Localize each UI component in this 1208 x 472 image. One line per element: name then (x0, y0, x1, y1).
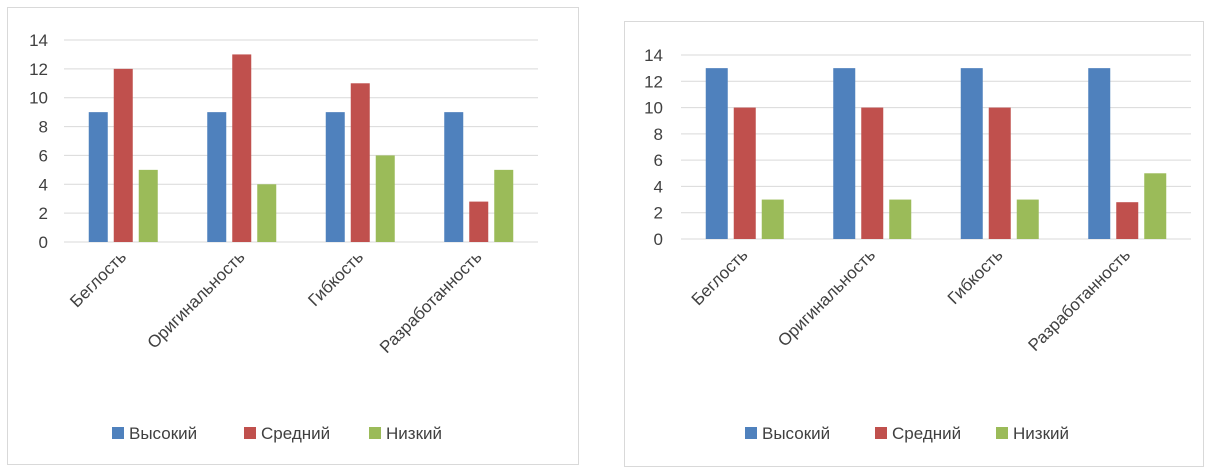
legend-label: Высокий (129, 424, 197, 443)
y-tick-label: 10 (29, 89, 48, 108)
bar-Высокий (207, 112, 227, 243)
x-tick-label: Гибкость (944, 245, 1007, 308)
bar-Средний (861, 107, 884, 239)
y-tick-label: 0 (654, 230, 663, 249)
bar-Низкий (1144, 173, 1167, 239)
x-tick-label: Разработанность (376, 247, 486, 357)
x-tick-label: Разработанность (1024, 245, 1134, 355)
bar-Низкий (138, 169, 158, 242)
bar-Высокий (1088, 68, 1111, 239)
legend-swatch (875, 427, 887, 439)
bar-Средний (988, 107, 1011, 239)
bar-Высокий (325, 112, 345, 243)
legend-swatch (745, 427, 757, 439)
bar-Средний (733, 107, 756, 239)
legend-label: Средний (892, 424, 961, 443)
bar-Средний (1116, 202, 1139, 239)
bar-Высокий (88, 112, 108, 243)
bar-Высокий (960, 68, 983, 239)
y-tick-label: 12 (644, 72, 663, 91)
legend-swatch (244, 427, 256, 439)
y-tick-label: 6 (654, 151, 663, 170)
x-tick-label: Оригинальность (774, 245, 879, 350)
x-tick-label: Гибкость (304, 247, 367, 310)
y-tick-label: 10 (644, 99, 663, 118)
bar-Низкий (761, 199, 784, 239)
y-tick-label: 8 (654, 125, 663, 144)
x-tick-label: Беглость (66, 247, 130, 311)
chart-right: 0 2 4 6 8 10 12 14 Беглость Оригинальность Гибкост… (624, 21, 1204, 467)
bar-Высокий (444, 112, 464, 243)
bar-Низкий (889, 199, 912, 239)
legend-label: Высокий (762, 424, 830, 443)
x-tick-label: Беглость (688, 245, 752, 309)
bar-chart-right: 0 2 4 6 8 10 12 14 Беглость Оригинальность Гибкост… (644, 46, 1191, 443)
chart-left: 0 2 4 6 8 10 12 14 Беглость Оригинальность Гибкост… (7, 7, 579, 465)
legend-swatch (369, 427, 381, 439)
bar-Низкий (375, 155, 395, 242)
y-tick-label: 2 (654, 204, 663, 223)
y-tick-label: 4 (654, 177, 663, 196)
y-tick-label: 14 (644, 46, 663, 65)
y-tick-label: 4 (39, 175, 48, 194)
legend-swatch (996, 427, 1008, 439)
y-tick-label: 8 (39, 118, 48, 137)
bar-Высокий (833, 68, 856, 239)
legend-label: Низкий (1013, 424, 1069, 443)
y-tick-label: 2 (39, 204, 48, 223)
bar-Низкий (257, 184, 277, 242)
bar-chart-left: 0 2 4 6 8 10 12 14 Беглость Оригинальность Гибкост… (29, 31, 538, 443)
bar-Средний (350, 83, 370, 243)
bar-Низкий (494, 169, 514, 242)
y-tick-label: 14 (29, 31, 48, 50)
bar-Средний (113, 68, 133, 242)
x-tick-label: Оригинальность (144, 247, 249, 352)
legend-label: Средний (261, 424, 330, 443)
legend-swatch (112, 427, 124, 439)
bar-Высокий (705, 68, 728, 239)
y-tick-label: 12 (29, 60, 48, 79)
y-tick-label: 6 (39, 146, 48, 165)
y-tick-label: 0 (39, 233, 48, 252)
bar-Низкий (1016, 199, 1039, 239)
bar-Средний (469, 201, 489, 242)
legend-label: Низкий (386, 424, 442, 443)
bar-Средний (232, 54, 252, 242)
